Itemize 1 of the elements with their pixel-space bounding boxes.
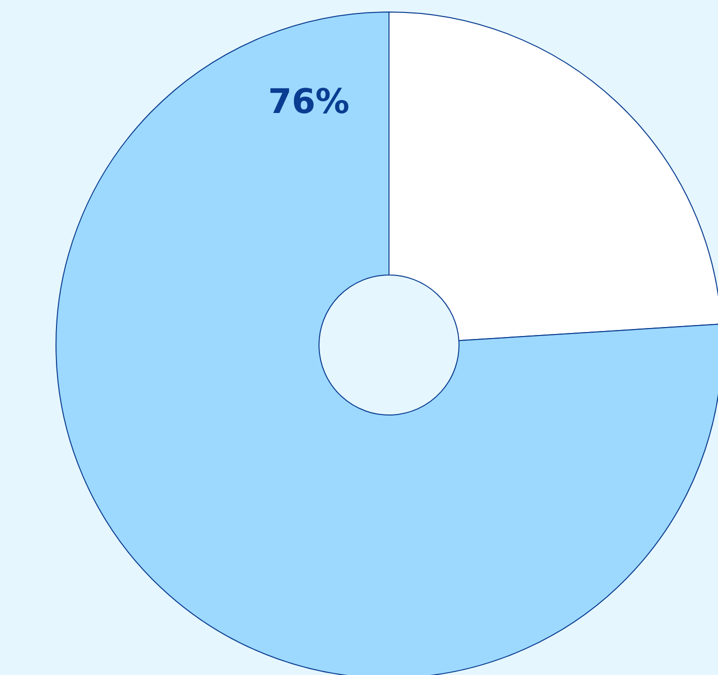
data-label: 76%: [268, 82, 350, 122]
